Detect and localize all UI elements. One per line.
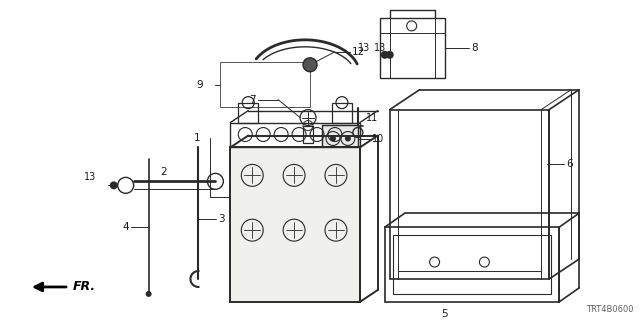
Circle shape [345,135,351,141]
Text: 13: 13 [358,43,370,53]
Text: 1: 1 [194,132,200,142]
Text: 3: 3 [218,214,225,224]
Circle shape [330,135,336,141]
Bar [303,125,313,143]
Text: 4: 4 [122,222,129,232]
Bar [322,124,358,152]
Circle shape [386,51,394,59]
Circle shape [381,51,388,59]
Bar [332,103,352,123]
Bar [230,123,360,148]
Bar [220,62,310,107]
Text: TRT4B0600: TRT4B0600 [586,305,634,314]
Bar [385,227,559,302]
Text: 12: 12 [352,47,365,57]
Text: 2: 2 [160,167,167,177]
Bar [238,103,258,123]
Circle shape [146,291,152,297]
Text: 8: 8 [472,43,478,53]
Text: 13: 13 [374,43,386,53]
Text: 11: 11 [366,113,378,123]
Text: 7: 7 [250,95,256,105]
Bar [230,148,360,302]
Bar [380,18,445,78]
Text: 9: 9 [196,80,204,90]
Text: FR.: FR. [73,280,96,293]
Bar [393,235,551,294]
Text: 6: 6 [566,159,573,169]
Text: 5: 5 [441,309,448,319]
Text: 10: 10 [372,133,384,143]
Bar [322,124,358,152]
Circle shape [109,181,118,189]
Bar [390,110,549,279]
Text: 13: 13 [84,172,96,182]
Circle shape [303,58,317,72]
